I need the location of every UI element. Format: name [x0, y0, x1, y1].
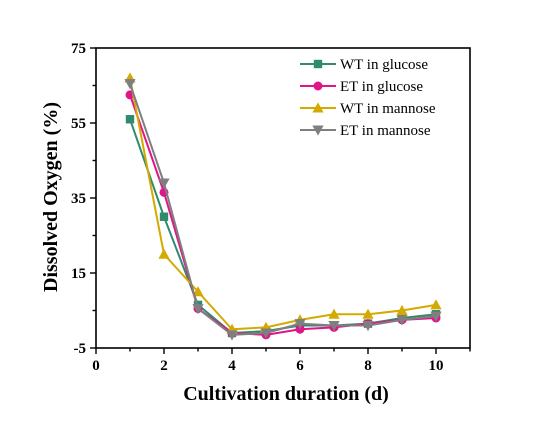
y-tick-label: -5 [74, 341, 87, 357]
x-tick-label: 10 [429, 358, 444, 374]
x-axis-title: Cultivation duration (d) [183, 383, 389, 405]
x-tick-label: 8 [364, 358, 372, 374]
x-tick-label: 6 [296, 358, 304, 374]
data-point-et-in-mannose [430, 311, 442, 322]
series-line-et-in-mannose [129, 83, 437, 336]
data-point-et-in-mannose [396, 315, 408, 326]
data-point-wt-in-mannose [328, 308, 340, 319]
data-point-wt-in-glucose [159, 212, 169, 221]
y-tick-label: 35 [71, 191, 86, 207]
data-point-wt-in-mannose [396, 304, 408, 315]
data-point-et-in-mannose [328, 321, 340, 332]
legend-marker-et-in-glucose [313, 81, 323, 91]
data-point-et-in-mannose [362, 321, 374, 332]
data-point-et-in-mannose [158, 178, 170, 189]
data-point-wt-in-mannose [362, 308, 374, 319]
x-tick-label: 0 [92, 358, 100, 374]
data-point-wt-in-mannose [430, 299, 442, 310]
y-tick-label: 55 [71, 116, 86, 132]
y-tick-label: 15 [71, 266, 86, 282]
legend-label-wt-in-mannose: WT in mannose [340, 101, 436, 117]
data-point-et-in-mannose [124, 79, 136, 90]
data-point-et-in-glucose [295, 324, 305, 334]
legend-marker-wt-in-glucose [313, 59, 323, 69]
data-point-wt-in-mannose [158, 248, 170, 259]
legend-marker-wt-in-mannose [312, 102, 324, 113]
legend-label-wt-in-glucose: WT in glucose [340, 57, 428, 73]
data-point-wt-in-mannose [192, 286, 204, 297]
legend-label-et-in-mannose: ET in mannose [340, 123, 431, 139]
data-point-et-in-mannose [192, 304, 204, 315]
series-line-wt-in-mannose [129, 77, 437, 331]
x-tick-label: 4 [228, 358, 236, 374]
data-point-wt-in-glucose [125, 115, 135, 124]
legend-label-et-in-glucose: ET in glucose [340, 79, 423, 95]
y-tick-label: 75 [71, 41, 86, 57]
x-tick-label: 2 [160, 358, 168, 374]
legend-marker-et-in-mannose [312, 125, 324, 136]
data-point-et-in-mannose [260, 328, 272, 339]
y-axis-title: Dissolved Oxygen (%) [40, 102, 62, 292]
data-point-et-in-mannose [226, 330, 238, 341]
data-point-et-in-mannose [294, 319, 306, 330]
